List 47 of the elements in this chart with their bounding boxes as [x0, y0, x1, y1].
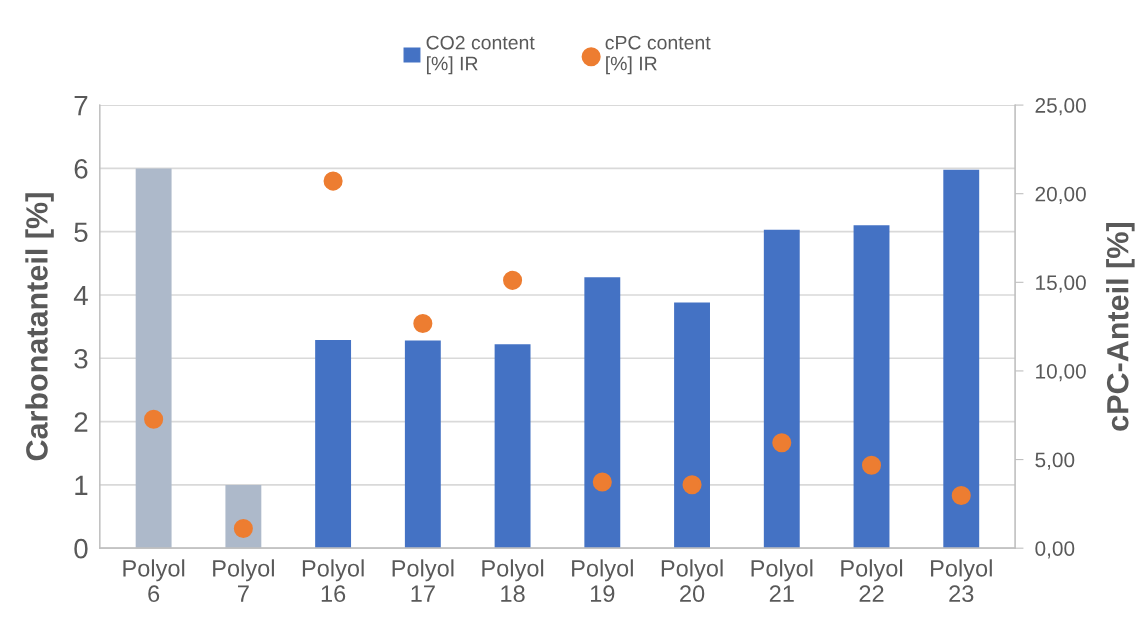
point: [951, 485, 971, 506]
x-tick-label: Polyol 19: [572, 559, 633, 603]
y-tick-label: 3: [74, 348, 88, 369]
x-tick-label: Polyol 18: [482, 559, 544, 603]
point: [592, 472, 612, 492]
bar: [315, 339, 352, 549]
y2-axis-title: cPC-Anteil [%]: [1106, 223, 1135, 431]
bar: [674, 302, 710, 549]
y-tick-label: 0: [74, 538, 88, 559]
bar: [584, 277, 621, 549]
y-tick-label: 2: [74, 412, 88, 432]
x-tick-label: Polyol 6: [123, 559, 185, 603]
y-tick-label: 4: [73, 285, 88, 306]
legend-label: CO2 content [%] IR: [426, 35, 535, 75]
x-tick-label: Polyol 17: [392, 559, 454, 602]
y-tick-label: 6: [74, 159, 88, 179]
point: [323, 171, 343, 191]
bar: [853, 225, 890, 549]
y-axis-title: Carbonatanteil [%]: [25, 193, 54, 461]
x-tick-label: Polyol 22: [841, 559, 903, 602]
y2-tick-label: 5,00: [1035, 452, 1075, 470]
x-tick-label: Polyol 23: [931, 559, 992, 603]
point: [682, 475, 702, 495]
y2-tick-label: 0,00: [1035, 541, 1075, 559]
y2-tick-label: 10,00: [1036, 363, 1086, 382]
point: [233, 518, 253, 539]
y2-tick-label: 25,00: [1035, 98, 1086, 116]
point: [413, 313, 433, 333]
y2-tick-label: 20,00: [1035, 186, 1086, 204]
y-tick-label: 1: [75, 475, 88, 495]
bar: [763, 229, 800, 549]
point: [503, 270, 523, 290]
point: [144, 409, 164, 429]
y2-tick-label: 15,00: [1036, 275, 1086, 293]
y-tick-label: 5: [74, 222, 88, 243]
bar: [494, 344, 531, 549]
legend-label: cPC content [%] IR: [605, 35, 711, 75]
point: [772, 433, 792, 453]
x-tick-label: Polyol 16: [302, 559, 364, 603]
x-tick-label: Polyol 7: [213, 559, 274, 602]
bar: [943, 169, 980, 549]
x-tick-label: Polyol 21: [751, 559, 813, 602]
bar: [135, 168, 172, 549]
x-tick-label: Polyol 20: [661, 559, 723, 603]
point: [861, 455, 882, 475]
bar: [404, 340, 441, 549]
y-tick-label: 7: [74, 96, 88, 116]
